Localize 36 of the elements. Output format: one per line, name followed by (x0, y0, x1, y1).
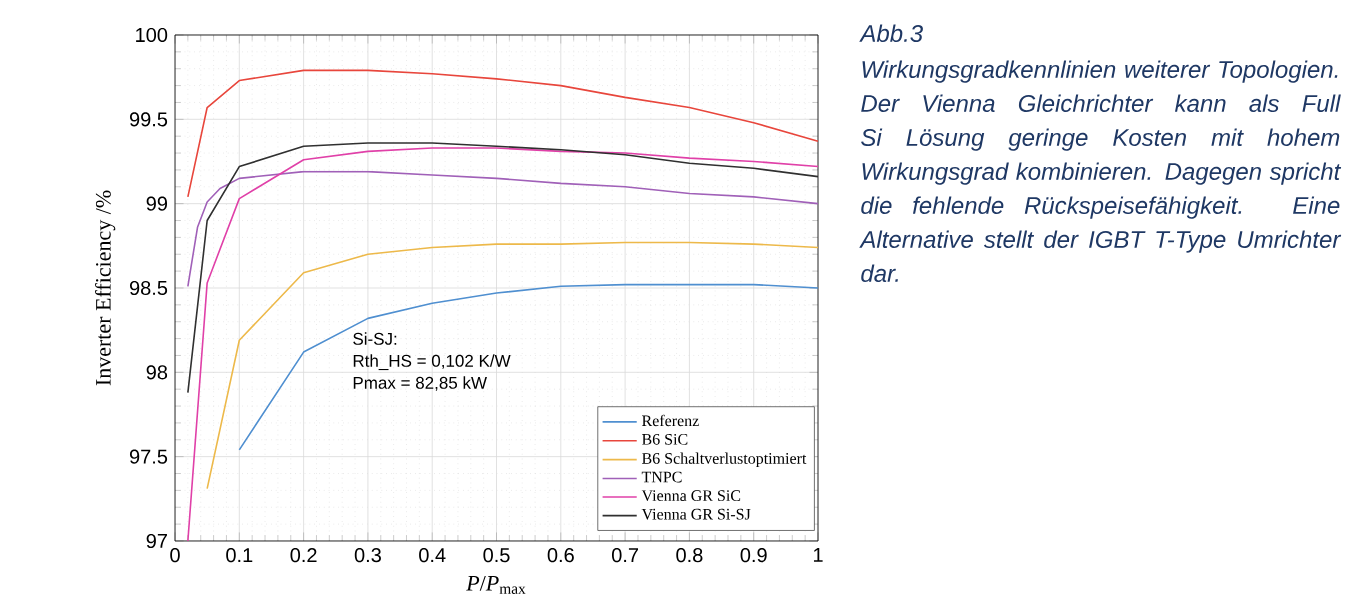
legend-label: B6 Schaltverlustoptimiert (642, 452, 807, 468)
legend-label: Referenz (642, 414, 699, 427)
y-tick-label: 97.5 (129, 449, 168, 464)
x-tick-label: 0.5 (483, 548, 510, 563)
legend-label: Vienna GR Si-SJ (641, 508, 751, 520)
caption: Abb.3 (859, 24, 923, 42)
line-series (206, 241, 819, 490)
line-series (187, 142, 819, 394)
x-tick-label: 0 (170, 548, 180, 563)
annotation: Pmax = 82,85 kW (353, 376, 487, 391)
x-tick-label: 0.7 (612, 548, 639, 563)
y-tick-label: 99 (146, 196, 168, 211)
legend-label: Vienna GR SiC (641, 490, 741, 502)
x-tick-label: 0.1 (226, 548, 253, 563)
annotation: Si-SJ: (353, 332, 397, 345)
x-tick-label: 0.3 (354, 548, 381, 563)
y-tick-label: 100 (136, 27, 168, 43)
legend-label: TNPC (641, 471, 682, 483)
y-tick-label: 98.5 (129, 280, 168, 296)
line-series (187, 147, 819, 541)
y-tick-label: 98 (146, 365, 168, 380)
annotation: Rth_HS = 0,102 K/W (353, 354, 511, 371)
x-tick-label: 1 (813, 548, 823, 562)
x-tick-label: 0.8 (676, 548, 703, 563)
line-series (187, 170, 819, 288)
y-tick-label: 99.5 (129, 112, 168, 127)
x-tick-label: 0.9 (740, 548, 767, 563)
x-tick-label: 0.6 (547, 548, 574, 563)
x-axis-title: P/P$_{max}$ (466, 575, 526, 594)
text: Wirkungsgradkennlinien weiterer Topologien. Der Vienna Gleichrichter kann als Full Si Lösung geringe Kosten mit hohem Wirkungsgrad kombinieren. Dagegen spricht die fehlende Rückspeisefähigkeit. Eine Alternative stellt der IGBT T-Type Umrichter dar. (859, 60, 1342, 283)
legend-label: B6 SiC (642, 433, 688, 445)
x-tick-label: 0.4 (419, 548, 446, 563)
y-axis-title: Inverter Efficiency /% (95, 190, 116, 386)
y-tick-label: 97 (146, 533, 167, 549)
x-tick-label: 0.2 (290, 548, 317, 563)
line-series (187, 69, 819, 198)
